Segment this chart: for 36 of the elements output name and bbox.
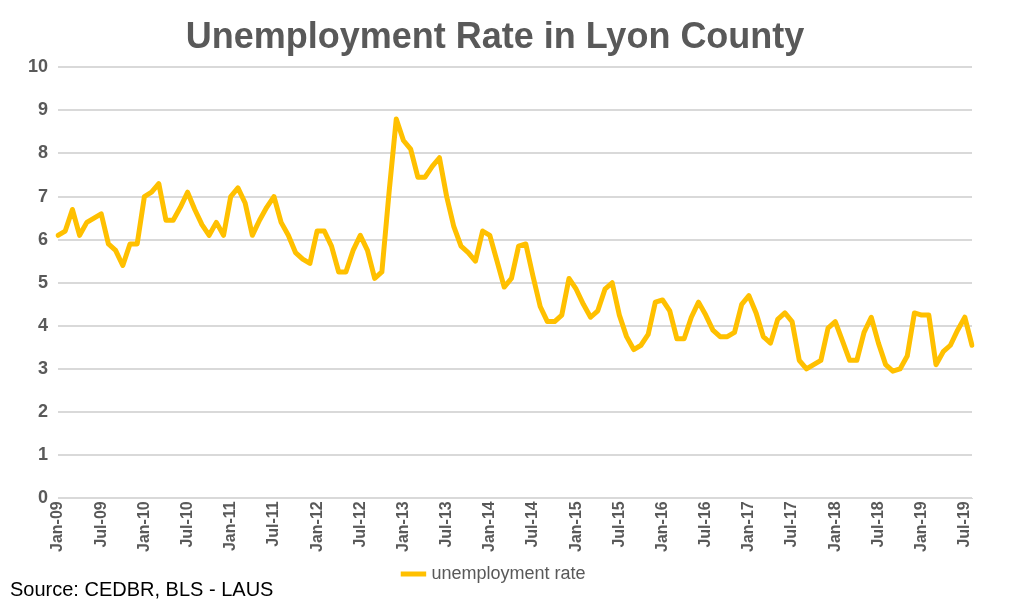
x-tick-label: Jan-17	[739, 501, 757, 553]
x-tick-label: Jan-11	[221, 501, 239, 552]
y-tick-label: 3	[38, 357, 49, 378]
x-tick-label: Jan-16	[652, 501, 670, 553]
y-tick-label: 8	[38, 142, 49, 163]
x-tick-label: Jan-15	[566, 501, 584, 553]
y-tick-label: 4	[38, 314, 49, 335]
x-tick-label: Jul-13	[437, 501, 455, 548]
y-tick-label: 2	[38, 401, 49, 422]
x-tick-label: Jan-19	[912, 501, 930, 553]
x-tick-label: Jul-16	[696, 501, 714, 548]
y-tick-label: 6	[38, 228, 49, 249]
x-tick-label: Jul-18	[868, 501, 886, 548]
x-tick-label: Jan-09	[48, 501, 66, 553]
x-tick-label: Jan-14	[480, 501, 498, 553]
x-tick-label: Jul-15	[609, 501, 627, 548]
x-tick-label: Jul-14	[523, 501, 541, 548]
x-tick-label: Jul-11	[264, 501, 282, 547]
x-tick-label: Jul-19	[955, 501, 973, 548]
y-tick-label: 1	[38, 444, 49, 465]
x-tick-label: Jul-10	[177, 501, 195, 548]
x-tick-label: Jan-10	[134, 501, 152, 553]
source-note: Source: CEDBR, BLS - LAUS	[10, 578, 274, 601]
x-tick-label: Jul-17	[782, 501, 800, 548]
x-tick-label: Jan-13	[393, 501, 411, 553]
y-tick-label: 7	[38, 185, 49, 206]
y-tick-label: 5	[38, 271, 49, 292]
x-tick-label: Jan-12	[307, 501, 325, 553]
y-tick-label: 10	[27, 56, 49, 77]
y-tick-label: 0	[38, 487, 49, 508]
y-tick-label: 9	[38, 99, 49, 120]
x-tick-label: Jan-18	[825, 501, 843, 553]
x-tick-label: Jul-12	[350, 501, 368, 548]
legend-label: unemployment rate	[431, 562, 586, 583]
chart-title: Unemployment Rate in Lyon County	[185, 14, 805, 56]
x-tick-label: Jul-09	[91, 501, 109, 548]
